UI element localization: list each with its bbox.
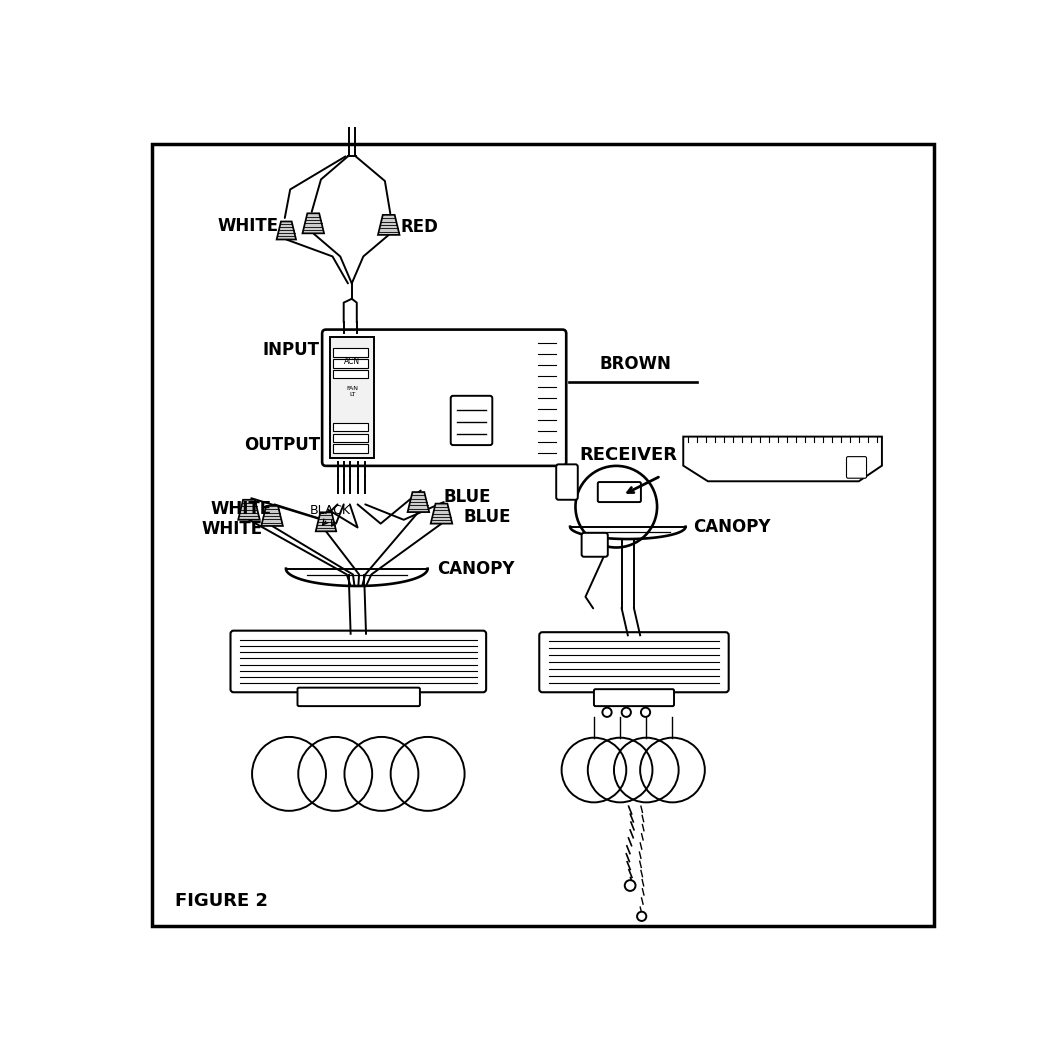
FancyBboxPatch shape xyxy=(333,445,369,453)
Circle shape xyxy=(588,738,652,803)
Text: BLACK: BLACK xyxy=(309,504,351,518)
Circle shape xyxy=(603,707,612,717)
FancyBboxPatch shape xyxy=(333,370,369,378)
Circle shape xyxy=(640,738,705,803)
Polygon shape xyxy=(316,513,336,532)
FancyBboxPatch shape xyxy=(231,631,486,693)
Polygon shape xyxy=(378,215,399,235)
Text: WHITE: WHITE xyxy=(211,500,271,518)
FancyBboxPatch shape xyxy=(581,533,608,557)
Circle shape xyxy=(561,738,626,803)
Circle shape xyxy=(622,707,631,717)
Polygon shape xyxy=(238,500,259,520)
FancyBboxPatch shape xyxy=(846,456,866,479)
Text: BLUE: BLUE xyxy=(443,488,490,506)
Polygon shape xyxy=(276,221,297,239)
FancyBboxPatch shape xyxy=(333,359,369,367)
FancyBboxPatch shape xyxy=(329,337,375,459)
Circle shape xyxy=(625,880,635,891)
FancyBboxPatch shape xyxy=(333,433,369,442)
Text: BROWN: BROWN xyxy=(599,355,671,373)
Text: WHITE: WHITE xyxy=(201,520,263,538)
Polygon shape xyxy=(303,213,324,233)
FancyBboxPatch shape xyxy=(594,689,674,706)
Polygon shape xyxy=(683,436,882,481)
Text: BLUE: BLUE xyxy=(463,508,510,526)
Text: OUTPUT: OUTPUT xyxy=(244,436,320,454)
Text: FIGURE 2: FIGURE 2 xyxy=(175,892,268,910)
Text: CANOPY: CANOPY xyxy=(437,559,515,577)
Circle shape xyxy=(391,737,465,811)
Text: INPUT: INPUT xyxy=(263,341,320,359)
FancyBboxPatch shape xyxy=(322,329,567,466)
Polygon shape xyxy=(408,492,429,513)
Circle shape xyxy=(641,707,650,717)
Text: FAN
LT: FAN LT xyxy=(346,385,358,397)
Polygon shape xyxy=(262,506,283,526)
Polygon shape xyxy=(431,504,452,523)
Circle shape xyxy=(252,737,326,811)
FancyBboxPatch shape xyxy=(539,632,729,693)
FancyBboxPatch shape xyxy=(556,464,578,500)
FancyBboxPatch shape xyxy=(333,348,369,357)
FancyBboxPatch shape xyxy=(298,687,420,706)
Text: RECEIVER: RECEIVER xyxy=(579,446,677,464)
Circle shape xyxy=(614,738,679,803)
Text: RED: RED xyxy=(400,218,438,236)
FancyBboxPatch shape xyxy=(333,423,369,431)
FancyBboxPatch shape xyxy=(451,396,492,445)
Circle shape xyxy=(638,912,646,921)
Text: CANOPY: CANOPY xyxy=(694,518,771,536)
Circle shape xyxy=(344,737,418,811)
Text: ACN: ACN xyxy=(344,357,360,366)
FancyBboxPatch shape xyxy=(597,482,641,502)
Text: WHITE: WHITE xyxy=(217,217,279,235)
Circle shape xyxy=(299,737,372,811)
